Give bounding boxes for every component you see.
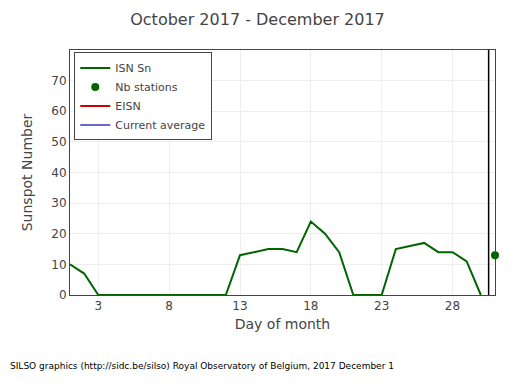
svg-text:20: 20	[51, 227, 66, 241]
svg-text:30: 30	[51, 196, 66, 210]
svg-text:Sunspot Number: Sunspot Number	[19, 113, 35, 231]
svg-text:13: 13	[232, 299, 247, 313]
svg-text:18: 18	[303, 299, 318, 313]
svg-text:Current average: Current average	[115, 119, 205, 132]
svg-text:60: 60	[51, 104, 66, 118]
svg-text:28: 28	[445, 299, 460, 313]
svg-text:SILSO graphics (http://sidc.be: SILSO graphics (http://sidc.be/silso) Ro…	[10, 361, 394, 371]
svg-text:0: 0	[59, 288, 67, 302]
svg-text:October 2017 - December 2017: October 2017 - December 2017	[130, 10, 385, 29]
svg-text:10: 10	[51, 258, 66, 272]
svg-text:40: 40	[51, 166, 66, 180]
svg-text:50: 50	[51, 135, 66, 149]
svg-text:ISN Sn: ISN Sn	[115, 62, 151, 75]
svg-text:70: 70	[51, 74, 66, 88]
svg-text:23: 23	[374, 299, 389, 313]
svg-text:Nb stations: Nb stations	[115, 81, 178, 94]
svg-text:8: 8	[165, 299, 173, 313]
svg-text:EISN: EISN	[115, 100, 140, 113]
svg-text:Day of month: Day of month	[235, 316, 330, 332]
svg-text:3: 3	[95, 299, 103, 313]
